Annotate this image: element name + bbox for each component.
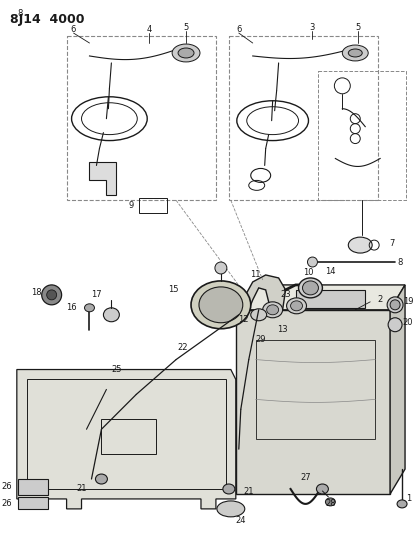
- Ellipse shape: [103, 308, 119, 322]
- Ellipse shape: [316, 484, 328, 494]
- Ellipse shape: [286, 298, 306, 314]
- Polygon shape: [89, 163, 116, 195]
- Text: 17: 17: [91, 290, 102, 300]
- Text: 8: 8: [17, 9, 22, 18]
- Text: 9: 9: [128, 201, 133, 210]
- Ellipse shape: [262, 302, 282, 318]
- Ellipse shape: [396, 500, 406, 508]
- Text: 26: 26: [1, 482, 12, 491]
- Text: 28: 28: [324, 499, 335, 508]
- Polygon shape: [389, 285, 404, 494]
- Ellipse shape: [190, 281, 250, 329]
- Text: 4: 4: [146, 25, 152, 34]
- Text: 11: 11: [250, 270, 260, 279]
- Text: 3: 3: [309, 22, 314, 31]
- Bar: [228, 36, 377, 200]
- Ellipse shape: [342, 45, 367, 61]
- Ellipse shape: [302, 281, 318, 295]
- Text: 16: 16: [66, 303, 77, 312]
- Ellipse shape: [214, 262, 226, 274]
- Bar: [139, 198, 167, 213]
- Ellipse shape: [42, 285, 62, 305]
- Text: 23: 23: [280, 290, 290, 300]
- Ellipse shape: [387, 318, 401, 332]
- Text: 5: 5: [355, 22, 360, 31]
- Ellipse shape: [178, 48, 194, 58]
- Bar: [18, 497, 47, 509]
- Bar: [66, 36, 216, 200]
- Ellipse shape: [389, 300, 399, 310]
- Ellipse shape: [250, 309, 266, 321]
- Ellipse shape: [290, 301, 302, 311]
- Text: 8: 8: [396, 257, 402, 266]
- Bar: [101, 419, 156, 454]
- Ellipse shape: [347, 237, 371, 253]
- Polygon shape: [235, 310, 389, 494]
- Ellipse shape: [347, 49, 361, 57]
- Ellipse shape: [84, 304, 94, 312]
- Text: 26: 26: [1, 499, 12, 508]
- Text: 8J14  4000: 8J14 4000: [10, 13, 84, 26]
- Polygon shape: [235, 285, 404, 310]
- Text: 21: 21: [76, 484, 87, 494]
- Text: 6: 6: [235, 25, 241, 34]
- Ellipse shape: [47, 290, 57, 300]
- Ellipse shape: [199, 287, 242, 323]
- Ellipse shape: [298, 278, 322, 298]
- Text: 15: 15: [167, 285, 178, 294]
- Text: 6: 6: [71, 25, 76, 34]
- Ellipse shape: [216, 501, 244, 517]
- Text: 14: 14: [324, 268, 335, 277]
- Bar: [318, 71, 405, 200]
- Text: 10: 10: [302, 269, 313, 278]
- Ellipse shape: [172, 44, 199, 62]
- Bar: [18, 479, 47, 495]
- Ellipse shape: [266, 305, 278, 315]
- Polygon shape: [240, 275, 285, 310]
- Text: 1: 1: [406, 495, 411, 504]
- Ellipse shape: [222, 484, 234, 494]
- Text: 12: 12: [238, 315, 249, 324]
- Text: 20: 20: [402, 318, 412, 327]
- Text: 22: 22: [177, 343, 188, 352]
- Text: 5: 5: [183, 22, 188, 31]
- Bar: [255, 340, 374, 439]
- Text: 27: 27: [299, 473, 310, 481]
- Text: 29: 29: [255, 335, 265, 344]
- Ellipse shape: [386, 297, 402, 313]
- Ellipse shape: [95, 474, 107, 484]
- Text: 13: 13: [277, 325, 287, 334]
- Text: 21: 21: [243, 488, 254, 496]
- Text: 25: 25: [111, 365, 121, 374]
- Bar: [27, 379, 225, 489]
- Text: 24: 24: [235, 516, 245, 526]
- Text: 2: 2: [377, 295, 382, 304]
- Bar: [295, 290, 364, 308]
- Ellipse shape: [325, 498, 335, 506]
- Text: 7: 7: [389, 239, 394, 248]
- Ellipse shape: [307, 257, 317, 267]
- Text: 19: 19: [402, 297, 412, 306]
- Polygon shape: [17, 369, 235, 509]
- Text: 18: 18: [31, 288, 42, 297]
